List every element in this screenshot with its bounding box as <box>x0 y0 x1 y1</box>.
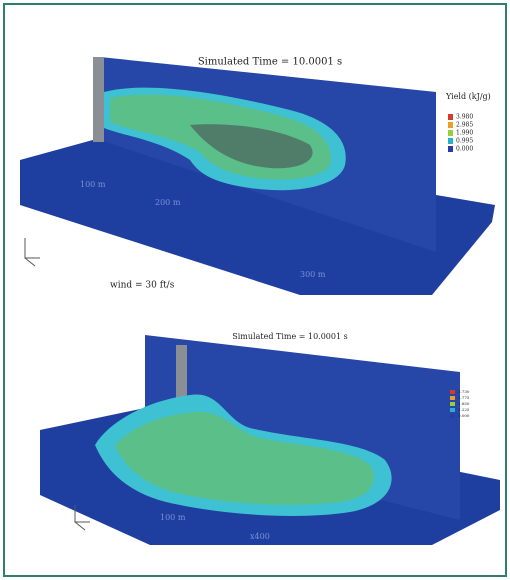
legend-swatch <box>448 146 453 152</box>
distance-label: x400 <box>250 532 270 541</box>
legend-swatch <box>448 122 453 128</box>
legend-label: 3.730 <box>458 389 470 394</box>
legend-swatch <box>450 414 455 418</box>
legend-label: 3.980 <box>456 114 473 121</box>
legend-label: 2.775 <box>458 395 470 400</box>
legend-swatch <box>448 130 453 136</box>
distance-label: 200 m <box>155 198 181 207</box>
legend-title: Yield (kJ/g) <box>445 92 491 101</box>
legend-label: 0.995 <box>456 138 473 145</box>
legend-label: 1.225 <box>458 407 470 412</box>
wind-label: wind = 30 ft/s <box>110 281 175 291</box>
figure: Simulated Time = 10.0001 s Yield (kJ/g) … <box>0 0 510 580</box>
legend-swatch <box>450 402 455 406</box>
legend-swatch <box>448 138 453 144</box>
legend-swatch <box>450 390 455 394</box>
distance-label: 100 m <box>80 180 106 189</box>
distance-label: 100 m <box>160 513 186 522</box>
distance-label: 300 m <box>300 270 326 279</box>
legend-swatch <box>450 396 455 400</box>
legend-label: 0.000 <box>456 146 473 153</box>
legend-label: 0.000 <box>458 413 470 418</box>
stack <box>93 57 104 142</box>
legend-swatch <box>448 114 453 120</box>
panel-title: Simulated Time = 10.0001 s <box>232 332 347 341</box>
legend-swatch <box>450 408 455 412</box>
legend-label: 1.850 <box>458 401 470 406</box>
panel-title: Simulated Time = 10.0001 s <box>198 57 342 68</box>
legend-label: 2.985 <box>456 122 473 129</box>
legend-label: 1.990 <box>456 130 473 137</box>
